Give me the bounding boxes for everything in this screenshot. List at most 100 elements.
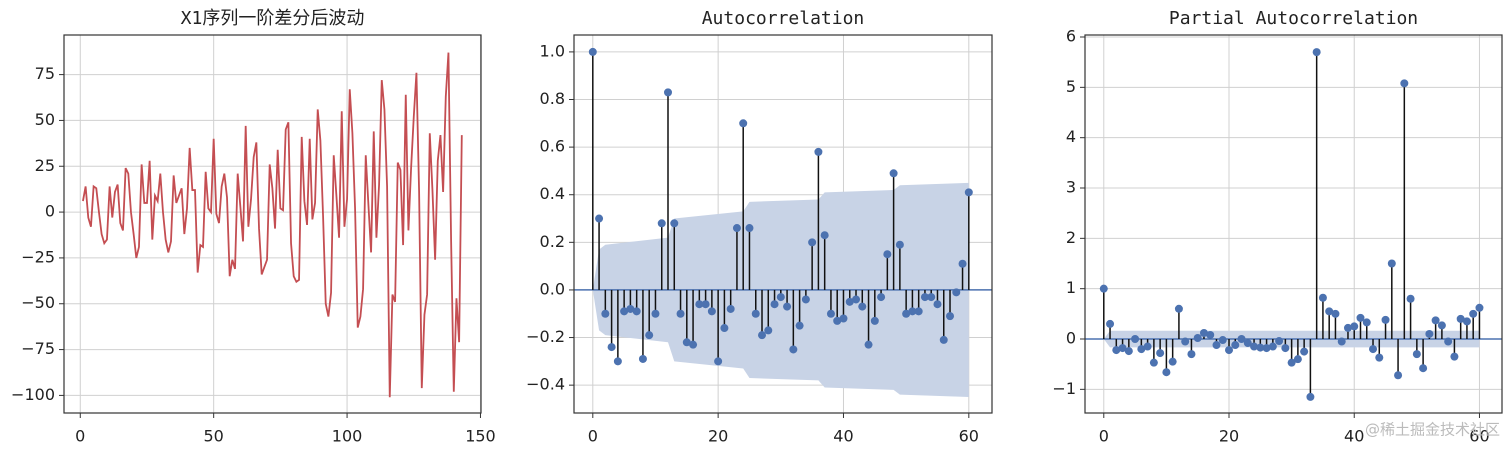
stem-marker	[613, 357, 622, 366]
stem-marker	[758, 331, 767, 340]
stem-marker	[1450, 352, 1459, 361]
stem-marker	[664, 88, 673, 97]
stem-marker	[764, 326, 773, 335]
stem-marker	[620, 307, 629, 316]
stem-marker	[1268, 342, 1277, 351]
y-tick-label: −50	[21, 293, 55, 312]
y-tick-label: −75	[21, 339, 55, 358]
stem-marker	[1250, 342, 1259, 351]
stem-marker	[776, 293, 785, 302]
stem-marker	[946, 312, 955, 321]
stem-marker	[889, 169, 898, 178]
stem-marker	[1394, 371, 1403, 380]
stem-marker	[714, 357, 723, 366]
y-tick-label: −0.4	[526, 375, 565, 394]
stem-marker	[1306, 392, 1315, 401]
y-tick-label: 1.0	[540, 41, 565, 60]
x-tick-label: 40	[1344, 427, 1364, 446]
stem-marker	[1174, 304, 1183, 313]
stem-marker	[1187, 350, 1196, 359]
stem-marker	[1275, 337, 1284, 346]
stem-marker	[958, 259, 967, 268]
stem-marker	[795, 321, 804, 330]
stem-marker	[920, 293, 929, 302]
stem-marker	[801, 295, 810, 304]
stem-marker	[820, 231, 829, 240]
x-tick-label: 100	[332, 427, 363, 446]
stem-marker	[1287, 358, 1296, 367]
stem-marker	[814, 147, 823, 156]
stem-marker	[1162, 368, 1171, 377]
plot-area	[82, 52, 463, 398]
stem-marker	[1181, 337, 1190, 346]
stem-marker	[1156, 349, 1165, 358]
stem-marker	[1469, 309, 1478, 318]
stem-marker	[1425, 329, 1434, 338]
x-tick-label: 60	[959, 427, 979, 446]
stem-marker	[1112, 346, 1121, 355]
plot-area	[574, 47, 992, 398]
stem-marker	[732, 224, 741, 233]
y-tick-label: 0	[45, 202, 55, 221]
x-tick-label: 50	[203, 427, 223, 446]
chart-title: X1序列一阶差分后波动	[181, 8, 365, 29]
stem-marker	[1281, 344, 1290, 353]
stem-marker	[1337, 337, 1346, 346]
x-tick-label: 20	[708, 427, 728, 446]
stem-marker	[1419, 364, 1428, 373]
stem-marker	[864, 340, 873, 349]
stem-marker	[770, 300, 779, 309]
x-tick-label: 0	[1099, 427, 1109, 446]
stem-marker	[1106, 319, 1115, 328]
stem-marker	[645, 331, 654, 340]
y-tick-label: 6	[1066, 27, 1076, 46]
stem-marker	[1343, 323, 1352, 332]
stem-marker	[651, 309, 660, 318]
stem-marker	[1350, 322, 1359, 331]
stem-marker	[895, 240, 904, 249]
stem-marker	[927, 293, 936, 302]
stem-marker	[1369, 345, 1378, 354]
stem-marker	[751, 309, 760, 318]
x-tick-label: 0	[588, 427, 598, 446]
axes-frame	[63, 34, 482, 414]
stem-marker	[852, 295, 861, 304]
plot-area	[1085, 48, 1502, 401]
stem-marker	[701, 300, 710, 309]
stem-marker	[914, 307, 923, 316]
stem-marker	[1362, 318, 1371, 327]
x-tick-label: 0	[75, 427, 85, 446]
y-tick-label: 75	[35, 64, 55, 83]
y-tick-label: 0.8	[540, 89, 565, 108]
stem-marker	[1149, 358, 1158, 367]
stem-marker	[1237, 335, 1246, 344]
stem-marker	[1168, 357, 1177, 366]
y-tick-label: 5	[1066, 77, 1076, 96]
stem-marker	[1143, 342, 1152, 351]
y-tick-label: 25	[35, 156, 55, 175]
series-line	[82, 52, 463, 398]
stem-marker	[1300, 347, 1309, 356]
stem-marker	[939, 335, 948, 344]
x-tick-label: 40	[833, 427, 853, 446]
stem-marker	[902, 309, 911, 318]
stem-marker	[588, 47, 597, 56]
stem-marker	[1412, 350, 1421, 359]
stem-marker	[632, 307, 641, 316]
stem-marker	[1262, 344, 1271, 353]
stem-marker	[1456, 314, 1465, 323]
stem-marker	[595, 214, 604, 223]
stem-marker	[783, 302, 792, 311]
stem-marker	[1312, 48, 1321, 57]
stem-marker	[1381, 315, 1390, 324]
stem-marker	[826, 309, 835, 318]
watermark: @稀土掘金技术社区	[1365, 421, 1500, 439]
stem-marker	[726, 304, 735, 313]
stem-marker	[1356, 313, 1365, 322]
stem-marker	[607, 343, 616, 352]
stem-marker	[1475, 303, 1484, 312]
stem-marker	[933, 300, 942, 309]
y-tick-label: −100	[11, 385, 55, 404]
y-tick-label: 3	[1066, 178, 1076, 197]
